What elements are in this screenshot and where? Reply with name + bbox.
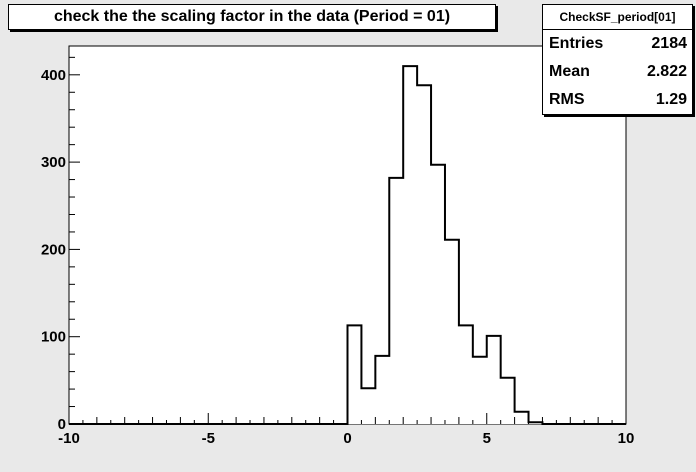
histogram-bar [500,377,515,424]
x-tick-label: -5 [202,430,215,447]
histogram-bar [375,355,390,424]
stats-rms-label: RMS [549,91,585,108]
histogram-bar [403,66,418,424]
y-tick-label: 0 [58,416,66,433]
x-tick-label: 10 [618,430,635,447]
histogram-bar [431,164,445,425]
histogram-bar [472,356,487,424]
y-tick-label: 300 [41,154,66,171]
plot-title-text: check the the scaling factor in the data… [53,8,451,25]
plot-title: check the the scaling factor in the data… [8,4,496,30]
stats-row-entries: Entries 2184 [543,30,692,58]
x-tick-label: 5 [483,430,491,447]
y-tick-label: 100 [41,329,66,346]
histogram-bar [389,177,404,424]
stats-entries-label: Entries [549,35,604,52]
histogram-outline [69,65,626,425]
histogram-bar [514,411,529,424]
stats-rms-value: 1.29 [655,91,687,108]
stats-mean-value: 2.822 [646,63,687,80]
x-tick-label: -10 [58,430,80,447]
histogram-bar [444,239,459,424]
stats-row-rms: RMS 1.29 [543,86,692,114]
stats-box-name: CheckSF_period[01] [543,5,692,30]
histogram-bar [347,325,362,424]
stats-row-mean: Mean 2.822 [543,58,692,86]
y-tick-label: 200 [41,241,66,258]
histogram-bar [458,325,473,424]
y-tick-label: 400 [41,67,66,84]
stats-entries-value: 2184 [651,35,687,52]
x-tick-label: 0 [343,430,351,447]
histogram-bar [361,388,376,424]
histogram-bar [417,85,432,425]
histogram-bar [486,335,501,424]
stats-mean-label: Mean [549,63,590,80]
stats-box: CheckSF_period[01] Entries 2184 Mean 2.8… [542,4,693,115]
